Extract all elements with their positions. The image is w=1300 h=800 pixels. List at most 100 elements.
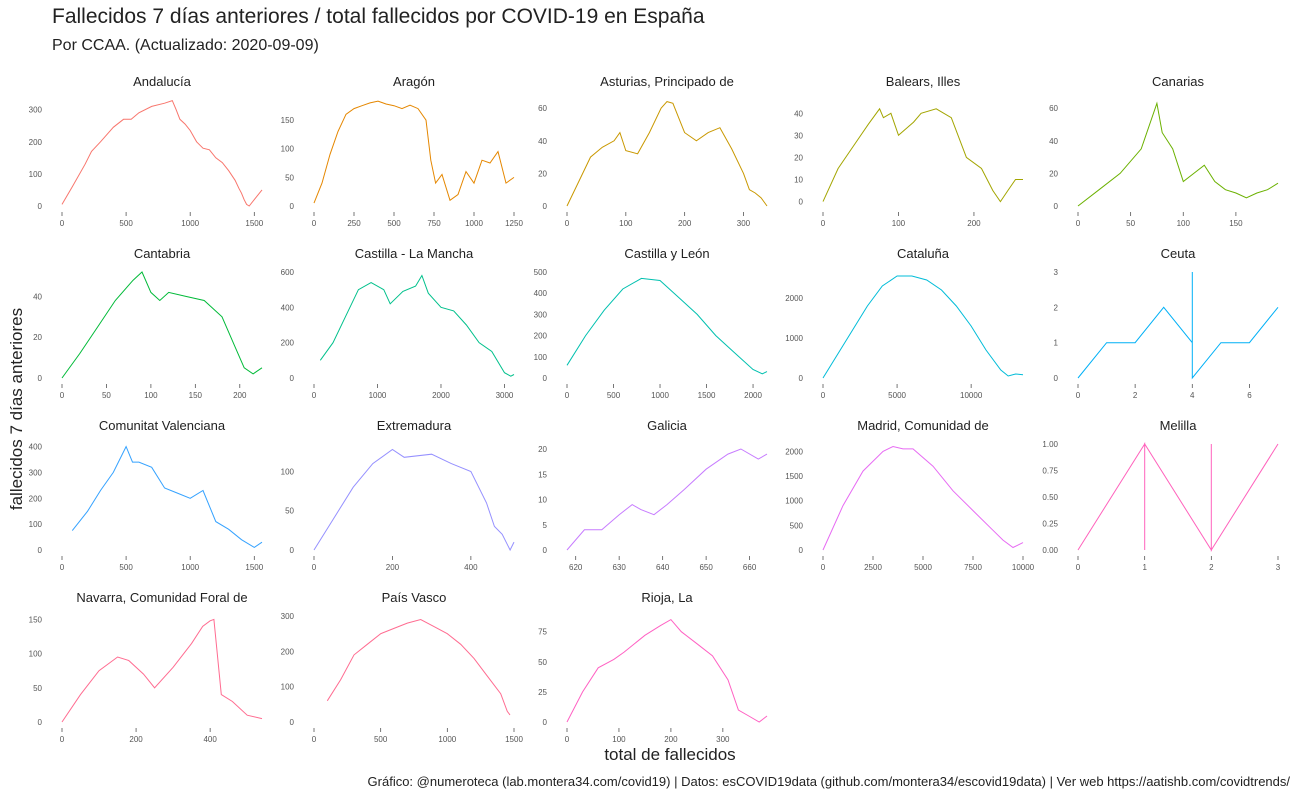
x-tick-label: 150 [189,391,203,400]
y-tick-label: 300 [281,612,295,621]
facet-panel: Andalucía 0 100 200 300 0 500 1000 1500 [29,74,264,228]
facet-title: País Vasco [382,590,447,605]
facet-panel: Madrid, Comunidad de 0 500 1000 1500 2000 0 250… [785,418,1034,572]
x-tick-label: 1000 [465,219,483,228]
y-tick-label: 5 [543,521,548,530]
y-tick-label: 200 [281,647,295,656]
y-tick-label: 20 [33,333,42,342]
facet-panel: Cataluña 0 1000 2000 0 5000 10000 [785,246,1024,400]
facet-title: Galicia [647,418,688,433]
y-tick-label: 200 [534,332,548,341]
y-tick-label: 2 [1054,303,1059,312]
facet-panel: Aragón 0 50 100 150 0 250 500 750 1000 1250 [281,74,524,228]
y-tick-label: 40 [33,292,42,301]
y-tick-label: 200 [281,339,295,348]
y-tick-label: 100 [281,145,295,154]
y-tick-label: 0 [290,202,295,211]
y-tick-label: 50 [285,173,294,182]
y-tick-label: 50 [33,684,42,693]
y-tick-label: 0 [543,718,548,727]
y-tick-label: 500 [534,268,548,277]
y-tick-label: 25 [538,688,547,697]
x-tick-label: 0 [1076,391,1081,400]
series-line [61,99,263,207]
x-tick-label: 5000 [914,563,932,572]
facet-panel: Extremadura 0 50 100 0 200 400 [281,418,515,572]
y-tick-label: 50 [285,507,294,516]
x-tick-label: 0 [60,391,65,400]
x-tick-label: 300 [737,219,751,228]
x-tick-label: 1000 [651,391,669,400]
y-tick-label: 0 [543,374,548,383]
x-tick-label: 400 [464,563,478,572]
y-tick-label: 300 [29,468,43,477]
x-tick-label: 100 [619,219,633,228]
x-tick-label: 640 [656,563,670,572]
y-tick-label: 100 [281,467,295,476]
y-tick-label: 0 [290,374,295,383]
facet-title: Castilla y León [624,246,709,261]
facet-panel: Castilla y León 0 100 200 300 400 500 0 500 1000 1… [534,246,768,400]
y-tick-label: 1 [1054,339,1059,348]
y-tick-label: 0.00 [1042,546,1058,555]
y-tick-label: 0.50 [1042,493,1058,502]
series-line [1077,442,1279,552]
facet-title: Rioja, La [641,590,693,605]
x-tick-label: 750 [427,219,441,228]
series-line [566,448,768,551]
series-line [566,277,768,375]
x-tick-label: 100 [144,391,158,400]
y-tick-label: 200 [29,138,43,147]
x-tick-label: 0 [1076,219,1081,228]
y-tick-label: 2000 [785,294,803,303]
y-tick-label: 0 [38,718,43,727]
facet-panel: Galicia 0 5 10 15 20 620 630 640 650 660 [538,418,768,572]
facet-title: Melilla [1160,418,1198,433]
y-tick-label: 30 [794,131,803,140]
series-line [1077,101,1279,207]
facet-panel: Asturias, Principado de 0 20 40 60 0 100 200 300 [538,74,768,228]
y-tick-label: 0 [290,546,295,555]
facet-panel: Navarra, Comunidad Foral de 0 50 100 150 0 200… [29,590,263,744]
y-tick-label: 10 [538,496,547,505]
x-tick-label: 0 [60,563,65,572]
x-tick-label: 100 [892,219,906,228]
x-tick-label: 1500 [245,563,263,572]
x-tick-label: 0 [312,563,317,572]
x-tick-label: 0 [821,219,826,228]
y-tick-label: 0 [1054,374,1059,383]
y-tick-label: 300 [29,106,43,115]
series-line [822,445,1024,551]
y-tick-label: 20 [794,153,803,162]
y-tick-label: 50 [538,658,547,667]
y-tick-label: 600 [281,268,295,277]
facet-title: Cantabria [134,246,191,261]
facet-title: Andalucía [133,74,192,89]
x-tick-label: 6 [1247,391,1252,400]
x-tick-label: 2000 [744,391,762,400]
series-line [1077,272,1279,380]
x-tick-label: 0 [312,219,317,228]
x-tick-label: 200 [664,735,678,744]
x-tick-label: 100 [1177,219,1191,228]
x-tick-label: 200 [967,219,981,228]
facet-panel: Castilla - La Mancha 0 200 400 600 0 1000 2000 3… [281,246,515,400]
x-tick-label: 0 [565,735,570,744]
x-tick-label: 3 [1276,563,1281,572]
facet-panel: Ceuta 0 1 2 3 0 2 4 6 [1054,246,1279,400]
y-tick-label: 0 [799,546,804,555]
x-tick-label: 7500 [964,563,982,572]
x-tick-label: 1000 [438,735,456,744]
x-tick-label: 1000 [181,219,199,228]
y-tick-label: 200 [29,494,43,503]
y-tick-label: 400 [281,303,295,312]
facet-title: Cataluña [897,246,950,261]
y-tick-label: 0 [543,546,548,555]
x-tick-label: 500 [374,735,388,744]
y-tick-label: 10 [794,176,803,185]
facet-title: Asturias, Principado de [600,74,734,89]
series-line [319,274,515,377]
y-tick-label: 0 [1054,202,1059,211]
x-tick-label: 2 [1133,391,1138,400]
